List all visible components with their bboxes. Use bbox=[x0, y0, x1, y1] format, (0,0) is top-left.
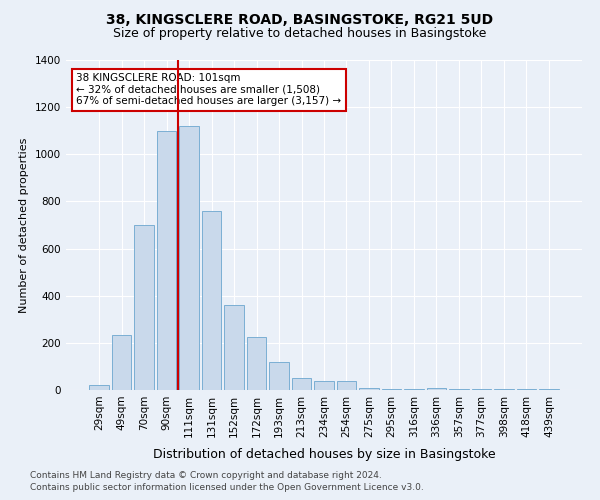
Bar bbox=[202, 211, 221, 390]
X-axis label: Distribution of detached houses by size in Basingstoke: Distribution of detached houses by size … bbox=[152, 448, 496, 461]
Bar bbox=[382, 389, 401, 390]
Bar bbox=[404, 389, 424, 390]
Bar bbox=[179, 126, 199, 390]
Bar bbox=[292, 378, 311, 390]
Bar bbox=[224, 305, 244, 390]
Bar bbox=[427, 388, 446, 390]
Bar bbox=[112, 334, 131, 390]
Bar bbox=[89, 386, 109, 390]
Bar bbox=[269, 362, 289, 390]
Bar bbox=[494, 389, 514, 390]
Text: 38 KINGSCLERE ROAD: 101sqm
← 32% of detached houses are smaller (1,508)
67% of s: 38 KINGSCLERE ROAD: 101sqm ← 32% of deta… bbox=[76, 73, 341, 106]
Text: Contains HM Land Registry data © Crown copyright and database right 2024.: Contains HM Land Registry data © Crown c… bbox=[30, 471, 382, 480]
Bar bbox=[247, 337, 266, 390]
Text: 38, KINGSCLERE ROAD, BASINGSTOKE, RG21 5UD: 38, KINGSCLERE ROAD, BASINGSTOKE, RG21 5… bbox=[106, 12, 494, 26]
Bar bbox=[472, 389, 491, 390]
Text: Size of property relative to detached houses in Basingstoke: Size of property relative to detached ho… bbox=[113, 28, 487, 40]
Bar bbox=[157, 130, 176, 390]
Bar bbox=[314, 380, 334, 390]
Bar bbox=[134, 225, 154, 390]
Bar bbox=[337, 380, 356, 390]
Text: Contains public sector information licensed under the Open Government Licence v3: Contains public sector information licen… bbox=[30, 484, 424, 492]
Bar bbox=[517, 389, 536, 390]
Bar bbox=[539, 389, 559, 390]
Y-axis label: Number of detached properties: Number of detached properties bbox=[19, 138, 29, 312]
Bar bbox=[449, 389, 469, 390]
Bar bbox=[359, 388, 379, 390]
